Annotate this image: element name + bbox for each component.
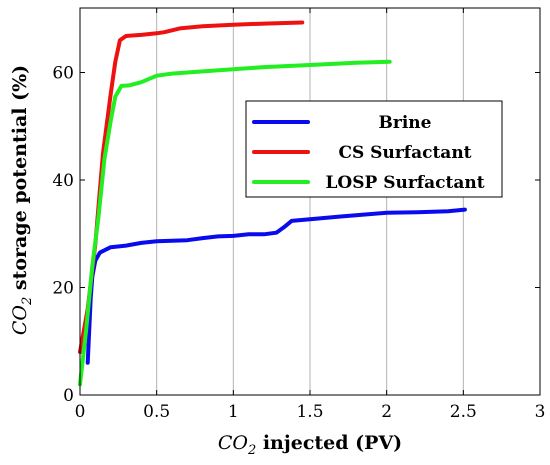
- legend-label-0: Brine: [379, 113, 432, 133]
- y-tick-label-1: 20: [52, 279, 74, 299]
- x-tick-label-4: 2: [381, 402, 392, 422]
- y-tick-label-0: 0: [63, 386, 74, 406]
- axis-ticks: 0 0.5 1 1.5 2 2.5 3 0 20 40 60: [52, 8, 545, 422]
- grid-lines: [156, 8, 464, 395]
- y-tick-label-2: 40: [52, 171, 74, 191]
- legend-label-2: LOSP Surfactant: [325, 173, 484, 193]
- x-tick-label-1: 0.5: [143, 402, 170, 422]
- x-tick-label-5: 2.5: [450, 402, 477, 422]
- x-tick-label-6: 3: [535, 402, 546, 422]
- x-tick-label-3: 1.5: [296, 402, 323, 422]
- y-tick-label-3: 60: [52, 64, 74, 84]
- y-axis-label: CO2 storage potential (%): [9, 65, 35, 335]
- series-line-brine: [85, 207, 467, 365]
- legend-label-1: CS Surfactant: [338, 143, 471, 163]
- series-line-losp-surfactant: [78, 59, 392, 387]
- x-tick-label-0: 0: [75, 402, 86, 422]
- series-lines: [78, 20, 467, 387]
- legend: Brine CS Surfactant LOSP Surfactant: [245, 100, 503, 198]
- x-axis-label: CO2 injected (PV): [218, 432, 402, 458]
- x-tick-label-2: 1: [228, 402, 239, 422]
